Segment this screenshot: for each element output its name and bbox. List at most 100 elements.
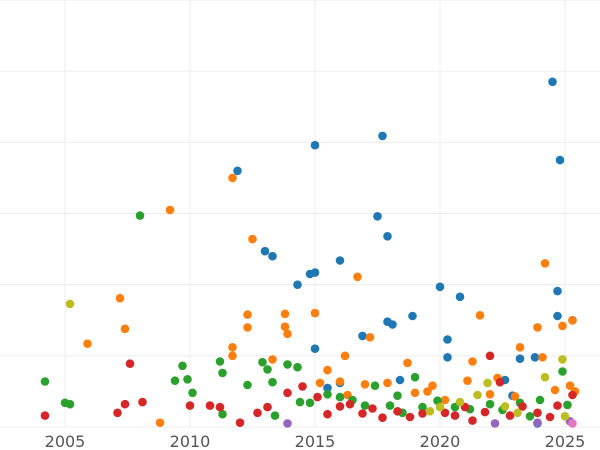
data-point-series-2 xyxy=(558,367,567,376)
data-point-series-2 xyxy=(410,372,420,382)
data-point-series-1 xyxy=(280,322,290,332)
data-point-series-2 xyxy=(305,398,315,408)
data-point-series-3 xyxy=(378,413,387,423)
data-point-series-1 xyxy=(360,380,370,389)
data-point-series-3 xyxy=(480,407,490,417)
data-point-series-2 xyxy=(218,368,227,378)
data-point-series-3 xyxy=(335,402,345,411)
data-point-series-1 xyxy=(538,353,547,362)
data-point-series-5 xyxy=(435,402,445,412)
data-point-series-3 xyxy=(545,412,555,422)
data-point-series-1 xyxy=(310,308,320,318)
data-point-series-2 xyxy=(385,401,395,410)
data-point-series-3 xyxy=(40,411,50,420)
data-point-series-0 xyxy=(530,353,540,362)
data-point-series-1 xyxy=(440,395,450,405)
data-point-series-4 xyxy=(283,419,292,428)
data-point-series-2 xyxy=(418,402,427,412)
data-point-series-2 xyxy=(215,357,225,366)
data-point-series-0 xyxy=(395,375,405,385)
data-point-series-1 xyxy=(428,381,437,391)
data-point-series-2 xyxy=(170,376,180,386)
data-point-series-3 xyxy=(393,407,402,416)
data-point-series-2 xyxy=(360,401,370,410)
data-point-series-1 xyxy=(403,358,412,368)
data-point-series-5 xyxy=(560,412,570,421)
data-point-series-2 xyxy=(65,399,75,409)
data-point-series-5 xyxy=(65,299,75,309)
data-point-series-1 xyxy=(340,351,350,361)
data-point-series-1 xyxy=(280,309,290,319)
data-point-series-3 xyxy=(553,401,562,410)
data-point-series-0 xyxy=(323,383,332,393)
data-point-series-0 xyxy=(443,335,452,344)
data-point-series-1 xyxy=(248,234,257,244)
data-point-series-3 xyxy=(368,404,377,413)
data-point-series-0 xyxy=(310,140,320,150)
data-point-series-2 xyxy=(270,411,280,420)
x-tick-label: 2010 xyxy=(170,432,211,450)
data-point-series-1 xyxy=(120,324,130,334)
data-point-series-5 xyxy=(425,407,435,416)
data-point-series-2 xyxy=(178,361,187,371)
data-point-series-3 xyxy=(450,411,460,420)
data-point-series-1 xyxy=(550,385,560,395)
data-point-series-1 xyxy=(423,387,432,396)
data-point-series-1 xyxy=(463,376,472,386)
data-point-series-0 xyxy=(335,256,345,265)
data-point-series-1 xyxy=(485,390,495,399)
data-point-series-2 xyxy=(525,412,535,421)
data-point-series-3 xyxy=(405,412,415,422)
data-point-series-0 xyxy=(373,212,382,221)
data-point-series-1 xyxy=(353,272,362,282)
data-point-series-1 xyxy=(165,205,175,215)
data-point-series-1 xyxy=(323,365,332,375)
data-point-series-3 xyxy=(125,359,135,369)
data-point-series-5 xyxy=(558,355,567,364)
data-point-series-1 xyxy=(533,323,542,332)
data-point-series-2 xyxy=(335,392,345,402)
data-point-series-3 xyxy=(253,408,262,418)
data-point-series-1 xyxy=(565,381,575,391)
data-point-series-4 xyxy=(490,419,500,428)
data-point-series-1 xyxy=(510,392,520,401)
data-point-series-2 xyxy=(563,400,572,410)
data-point-series-3 xyxy=(185,401,195,410)
data-point-series-0 xyxy=(233,166,242,176)
data-point-series-0 xyxy=(260,246,270,256)
data-point-series-1 xyxy=(468,357,477,366)
data-point-series-0 xyxy=(548,77,557,87)
data-point-series-1 xyxy=(283,329,292,339)
data-point-series-0 xyxy=(310,344,320,354)
data-point-series-3 xyxy=(263,402,272,412)
data-point-series-3 xyxy=(323,409,332,419)
data-point-series-2 xyxy=(263,365,272,374)
data-point-series-3 xyxy=(518,402,527,411)
data-point-series-1 xyxy=(268,355,277,364)
data-point-series-2 xyxy=(283,360,292,369)
data-point-series-0 xyxy=(383,232,392,241)
data-points xyxy=(40,77,580,428)
data-point-series-0 xyxy=(455,292,465,302)
data-point-series-0 xyxy=(555,155,565,165)
data-point-series-2 xyxy=(243,380,252,390)
grid-lines xyxy=(0,0,600,428)
data-point-series-3 xyxy=(495,377,505,387)
data-point-series-1 xyxy=(335,377,345,386)
x-tick-label: 2020 xyxy=(420,432,461,450)
data-point-series-2 xyxy=(485,399,495,409)
data-point-series-5 xyxy=(513,408,522,418)
data-point-series-3 xyxy=(358,409,367,418)
data-point-series-2 xyxy=(135,211,145,220)
data-point-series-1 xyxy=(115,293,125,303)
data-point-series-0 xyxy=(443,353,452,362)
data-point-series-1 xyxy=(243,323,252,332)
data-point-series-3 xyxy=(113,408,122,418)
data-point-series-1 xyxy=(558,321,567,331)
data-point-series-0 xyxy=(553,311,562,321)
data-point-series-3 xyxy=(505,411,515,420)
data-point-series-2 xyxy=(293,362,302,372)
data-point-series-1 xyxy=(540,259,550,268)
data-point-series-5 xyxy=(500,402,510,411)
